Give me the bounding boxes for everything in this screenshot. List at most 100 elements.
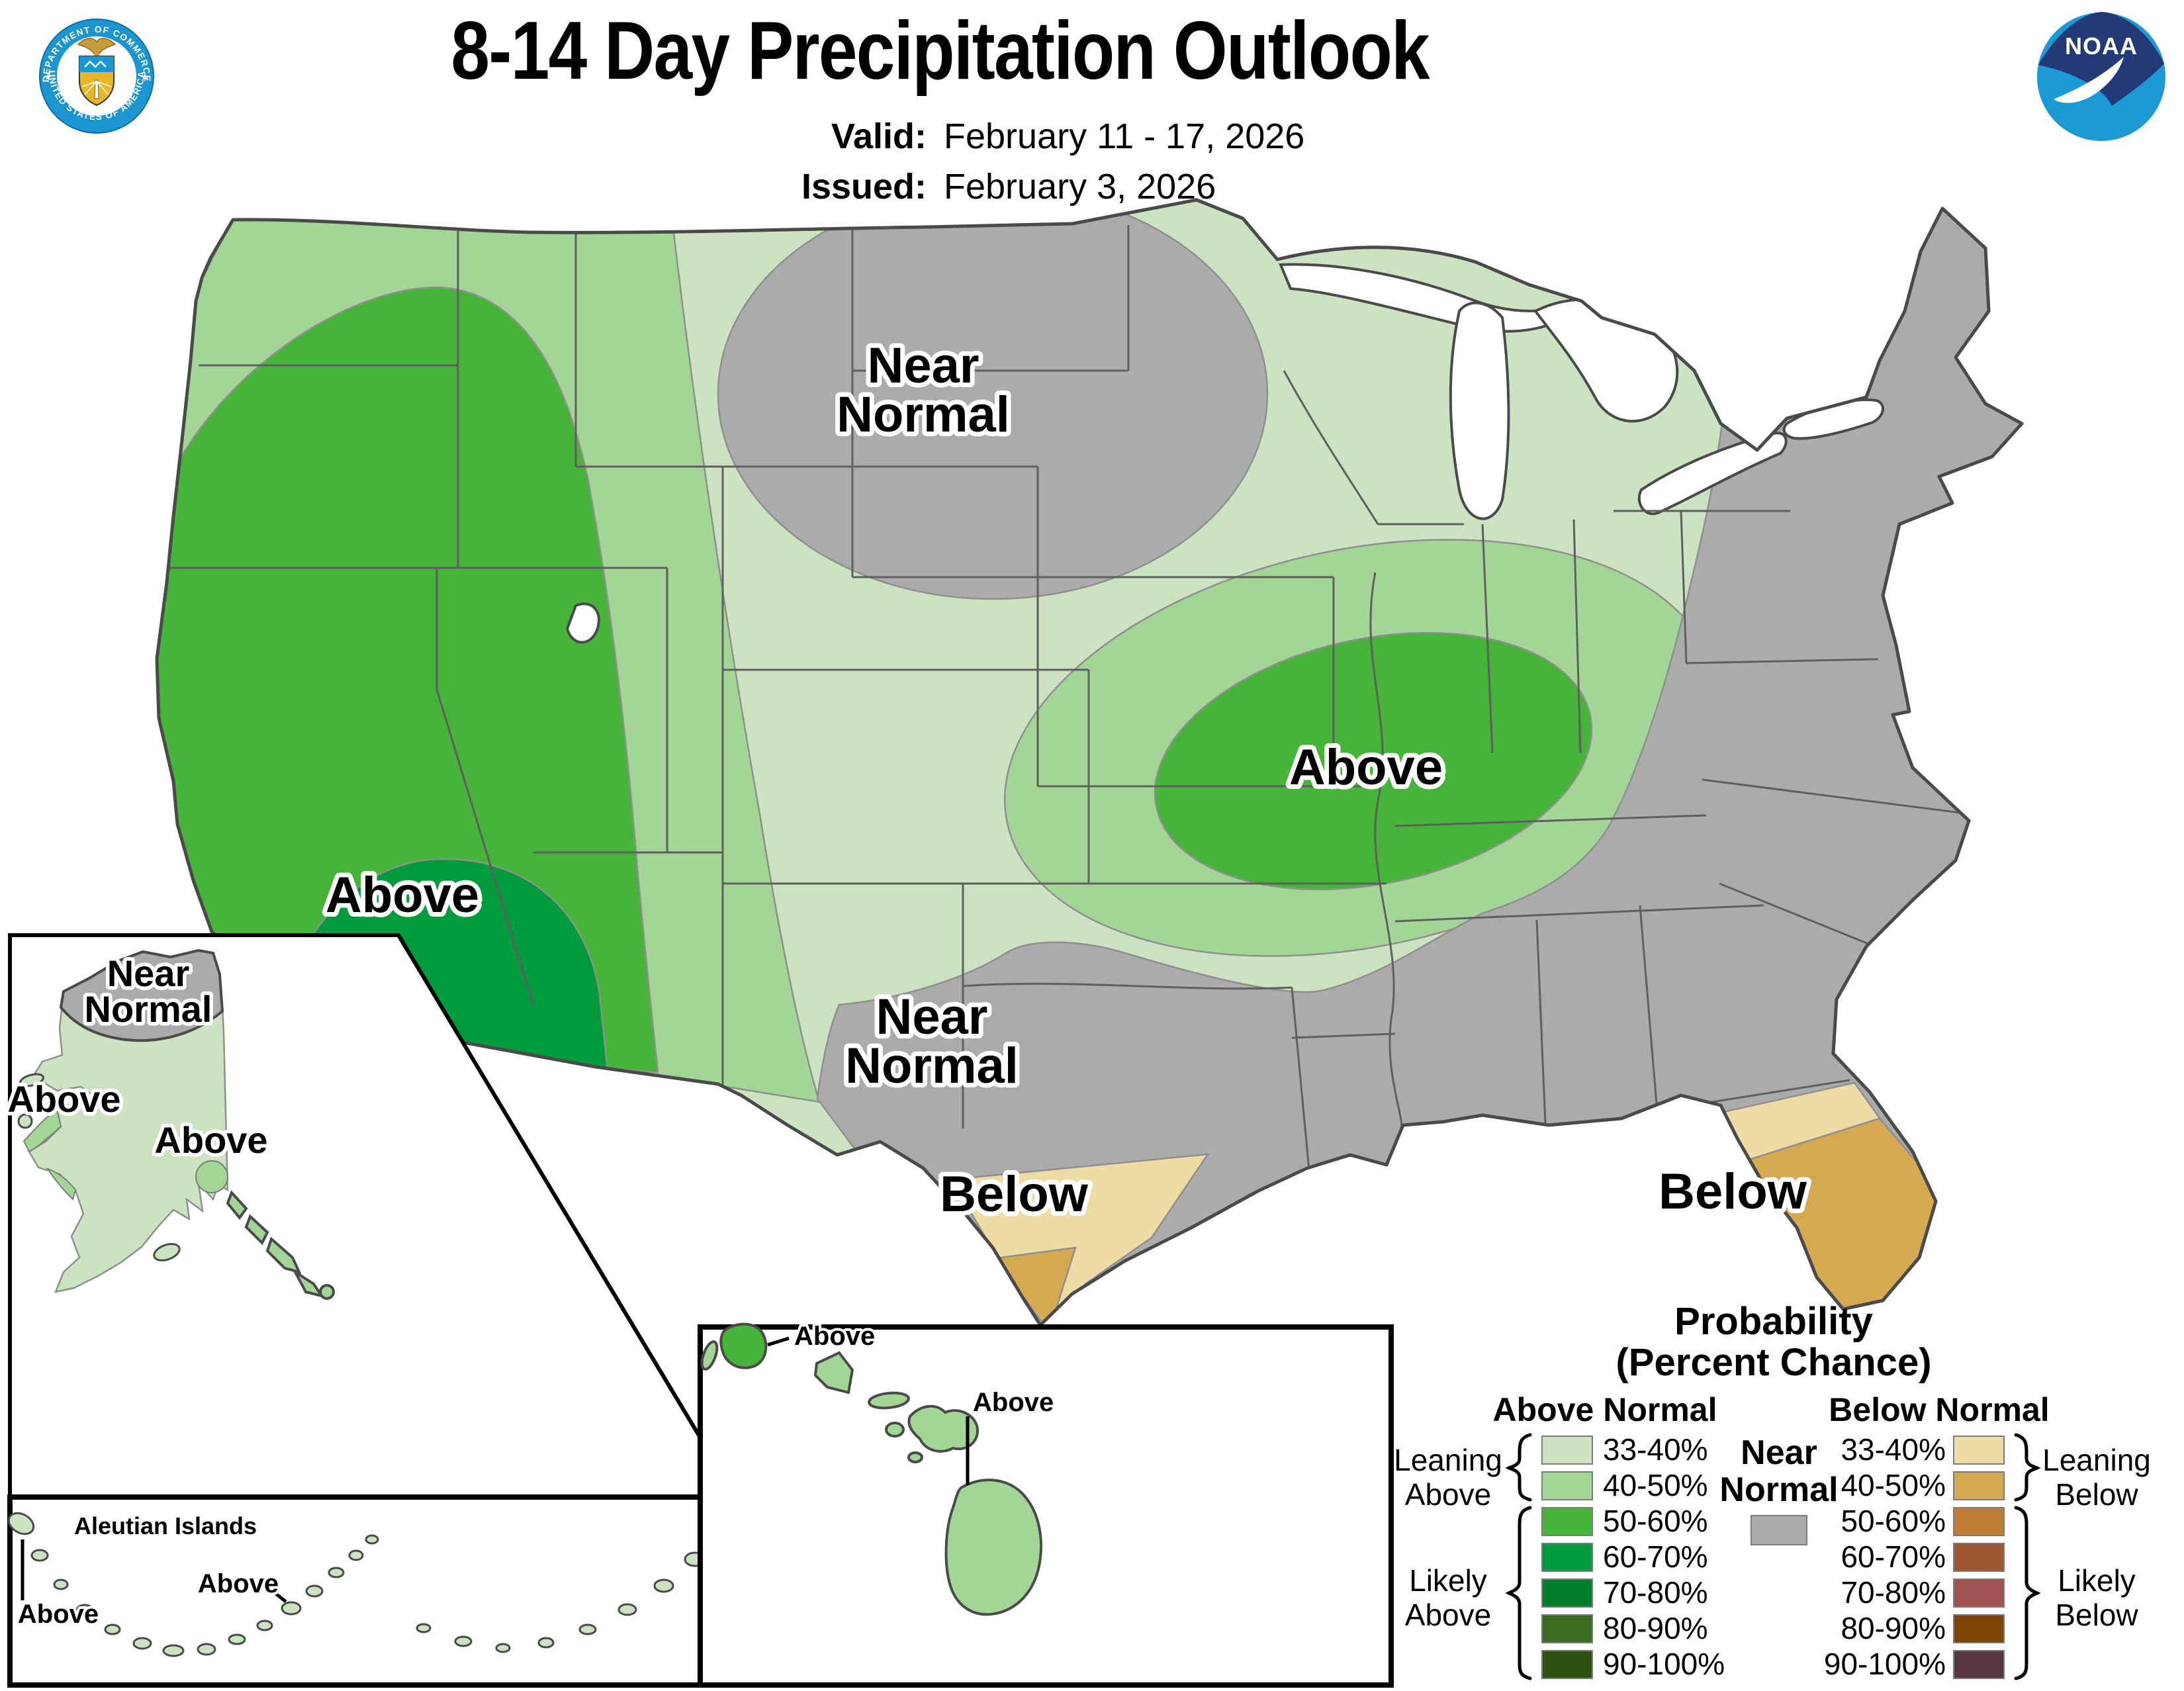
oahu-island — [813, 1351, 854, 1394]
conus-labels: Near Normal Above Above Near Normal Belo… — [321, 333, 1812, 1227]
label-above-midsouth: Above — [1289, 739, 1443, 796]
region-above-50-60-midsouth — [1154, 631, 1593, 891]
legend-range-below-80-90: 80-90% — [1841, 1611, 1946, 1645]
issued-value: February 3, 2026 — [944, 167, 1216, 206]
island — [454, 1635, 473, 1647]
hawaii-inset: Above Above — [698, 1319, 1394, 1688]
noaa-seagull-icon — [2054, 57, 2124, 103]
legend-below-normal-header: Below Normal — [1829, 1391, 2049, 1428]
doc-seal-ring-edge — [39, 19, 154, 134]
hawaii-inset-box — [698, 1324, 1394, 1688]
legend-leaning-above-2: Above — [1405, 1477, 1491, 1512]
alaska-panhandle-islands — [226, 1190, 335, 1300]
issued-label: Issued: — [801, 167, 927, 206]
island — [53, 1578, 69, 1590]
legend-above-normal-header: Above Normal — [1493, 1391, 1717, 1428]
legend-swatch-below-33-40 — [1953, 1436, 2005, 1465]
legend-near-normal-2: Normal — [1719, 1471, 1838, 1509]
doc-seal-star-left: ★ — [44, 71, 52, 83]
doc-seal-star-right: ★ — [140, 71, 149, 83]
brace-leaning-below — [2014, 1433, 2041, 1502]
legend-range-below-90-100: 90-100% — [1824, 1647, 1946, 1681]
alaska-north-slope-near-normal — [59, 948, 224, 1042]
legend-leaning-below-1: Leaning — [2042, 1443, 2151, 1477]
legend-below-column: 33-40% 40-50% 50-60% 60-70% 70-80% 80-90… — [1824, 1432, 2005, 1681]
legend-swatch-near-normal — [1751, 1515, 1807, 1545]
nunivak-island — [17, 1113, 33, 1129]
legend-range-below-40-50: 40-50% — [1841, 1468, 1946, 1502]
legend-range-above-90-100: 90-100% — [1603, 1647, 1725, 1681]
legend-range-above-50-60: 50-60% — [1603, 1504, 1708, 1538]
doc-ship-icon — [84, 60, 107, 68]
maui-island — [907, 1404, 979, 1453]
legend-leaning-above-1: Leaning — [1394, 1443, 1502, 1477]
island — [578, 1623, 597, 1635]
island — [75, 1604, 94, 1616]
date-block: Valid: February 11 - 17, 2026 Issued: Fe… — [768, 111, 1304, 212]
island — [348, 1549, 364, 1561]
alaska-yk-above-40-50 — [46, 1167, 77, 1201]
label-near-normal-texas-2: Normal — [845, 1038, 1019, 1094]
legend-swatch-above-33-40 — [1541, 1436, 1593, 1465]
legend-swatch-below-60-70 — [1953, 1543, 2005, 1572]
legend-likely-below-1: Likely — [2058, 1563, 2136, 1598]
legend-range-below-60-70: 60-70% — [1841, 1539, 1946, 1574]
island — [7, 1512, 35, 1535]
great-salt-lake — [565, 602, 600, 644]
label-below-florida: Below — [1659, 1164, 1807, 1220]
legend-range-below-50-60: 50-60% — [1841, 1504, 1946, 1538]
island — [416, 1623, 432, 1633]
island — [653, 1578, 674, 1593]
legend-swatch-above-60-70 — [1541, 1543, 1593, 1572]
label-aleutian-above-left: Above — [18, 1600, 99, 1629]
label-near-normal-plains-2: Normal — [837, 387, 1010, 443]
legend-above-column: 33-40% 40-50% 50-60% 60-70% 70-80% 80-90… — [1541, 1432, 1725, 1681]
kauai-leader-line — [767, 1336, 790, 1347]
kodiak-island — [153, 1243, 181, 1261]
doc-eagle-perch — [94, 52, 99, 56]
legend-range-above-80-90: 80-90% — [1603, 1611, 1708, 1645]
legend-title-line1: Probability — [1674, 1300, 1873, 1343]
island — [319, 1284, 335, 1300]
conus-outline — [155, 198, 2024, 1327]
doc-seal-logo: DEPARTMENT OF COMMERCE UNITED STATES OF … — [39, 19, 154, 134]
legend-likely-above-2: Above — [1405, 1598, 1491, 1632]
legend-range-below-70-80: 70-80% — [1841, 1575, 1946, 1610]
doc-lighthouse-beams — [81, 81, 112, 95]
label-below-texas: Below — [940, 1166, 1089, 1222]
doc-seal-emblem — [77, 38, 116, 107]
brace-leaning-above — [1505, 1433, 1532, 1502]
aleutian-inset: Aleutian Islands — [7, 1494, 727, 1688]
island — [132, 1637, 152, 1650]
valid-value: February 11 - 17, 2026 — [944, 116, 1305, 156]
label-alaska-near-normal-2: Normal — [85, 988, 212, 1030]
label-above-southwest: Above — [326, 867, 479, 923]
label-aleutian-above-right: Above — [198, 1569, 279, 1598]
legend-swatch-above-90-100 — [1541, 1650, 1593, 1679]
legend-swatch-above-40-50 — [1541, 1471, 1593, 1500]
brace-likely-below — [2014, 1506, 2041, 1680]
legend-range-above-40-50: 40-50% — [1603, 1468, 1708, 1502]
legend-swatch-above-70-80 — [1541, 1578, 1593, 1608]
noaa-dark-top — [2038, 12, 2164, 106]
island — [617, 1603, 637, 1616]
label-hawaii-above-big-island: Above — [973, 1388, 1054, 1417]
aleutian-right-leader-line — [266, 1586, 287, 1603]
region-below-40-50-texas — [989, 1246, 1077, 1325]
legend-swatch-above-80-90 — [1541, 1614, 1593, 1643]
legend-near-normal-1: Near — [1741, 1434, 1817, 1472]
st-lawrence-island — [19, 1073, 45, 1087]
doc-shield-chief — [79, 56, 114, 72]
island — [162, 1644, 185, 1657]
island — [495, 1643, 511, 1653]
legend-range-above-33-40: 33-40% — [1603, 1432, 1708, 1467]
island — [265, 1236, 302, 1275]
label-aleutian-islands-title: Aleutian Islands — [74, 1512, 257, 1539]
doc-lighthouse-icon — [94, 79, 99, 99]
legend-range-below-33-40: 33-40% — [1841, 1432, 1946, 1467]
island — [281, 1601, 302, 1616]
label-near-normal-texas-1: Near — [876, 989, 988, 1045]
legend-swatch-below-40-50 — [1953, 1471, 2005, 1500]
brace-likely-above — [1505, 1506, 1532, 1680]
issued-row: Issued: February 3, 2026 — [768, 161, 1304, 212]
